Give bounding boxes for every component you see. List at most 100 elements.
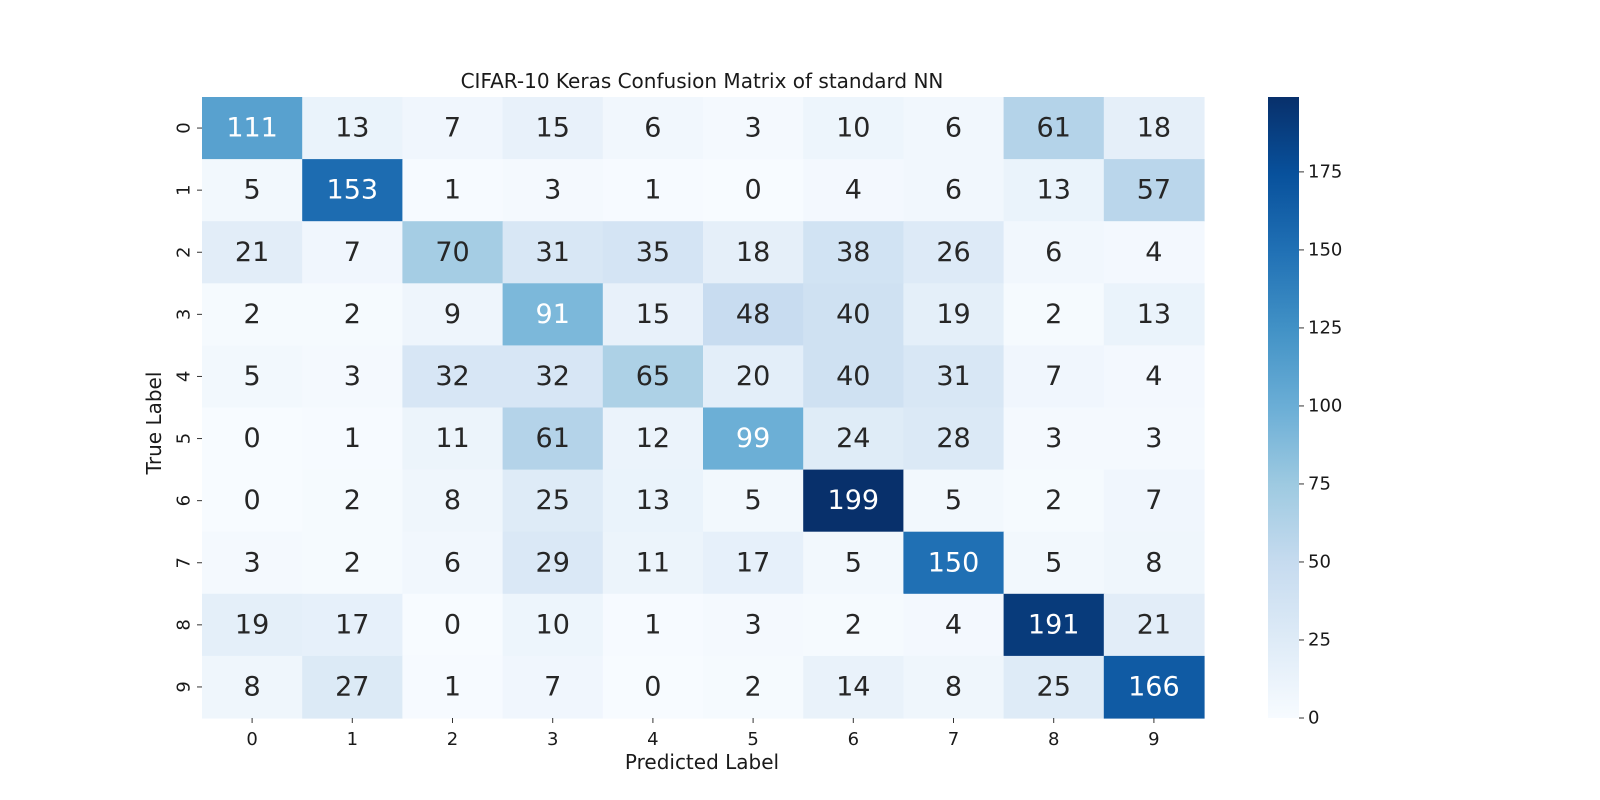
heatmap-cell-label: 10: [536, 609, 570, 640]
heatmap-cell-label: 1: [644, 175, 661, 206]
heatmap-cell-label: 3: [745, 113, 762, 144]
heatmap-cell-label: 2: [344, 299, 361, 330]
heatmap-cell: [1003, 593, 1105, 657]
heatmap-cell-label: 2: [845, 609, 862, 640]
heatmap-cell-label: 29: [536, 547, 570, 578]
heatmap-cell: [502, 97, 604, 160]
heatmap-cell-label: 18: [1137, 113, 1171, 144]
heatmap-cell: [1003, 345, 1105, 409]
heatmap-cell: [1003, 531, 1105, 595]
heatmap-cell-label: 13: [1037, 175, 1071, 206]
heatmap-cell: [803, 221, 904, 284]
heatmap-cell: [402, 655, 504, 719]
y-axis-label: True Label: [142, 372, 166, 476]
heatmap-cell: [302, 531, 403, 595]
heatmap-cell: [202, 593, 303, 657]
heatmap-cell-label: 6: [444, 547, 461, 578]
heatmap-cell-label: 7: [1145, 485, 1162, 516]
heatmap-cell-label: 2: [1045, 299, 1062, 330]
colorbar-tick-label: 175: [1308, 161, 1342, 182]
heatmap-cell-label: 4: [845, 175, 862, 206]
heatmap-cell: [1003, 159, 1105, 222]
heatmap-cell-label: 8: [945, 671, 962, 702]
heatmap-cell: [402, 221, 504, 284]
heatmap-cell-label: 0: [745, 175, 762, 206]
heatmap-cell: [703, 593, 804, 657]
heatmap-cell-label: 32: [536, 361, 570, 392]
heatmap-cell: [1003, 407, 1105, 471]
heatmap-cell: [602, 283, 704, 346]
heatmap-cell: [402, 593, 504, 657]
heatmap-cell-label: 5: [845, 547, 862, 578]
heatmap-cell-label: 15: [636, 299, 670, 330]
heatmap-cell-label: 3: [544, 175, 561, 206]
heatmap-cell: [602, 345, 704, 409]
heatmap-cell: [602, 97, 704, 160]
heatmap-cell: [1103, 469, 1205, 533]
colorbar-ticks: 0 25 50 75 100 125 150 175: [1299, 161, 1342, 729]
y-tick-label: 3: [174, 309, 195, 320]
heatmap-cell-label: 6: [945, 113, 962, 144]
heatmap-cell: [502, 159, 604, 222]
heatmap-cell: [302, 283, 403, 346]
colorbar-tick-label: 25: [1308, 629, 1331, 650]
heatmap-cell-label: 18: [736, 237, 770, 268]
heatmap-cell-label: 2: [745, 671, 762, 702]
x-tick-label: 2: [447, 729, 458, 750]
heatmap-cell-label: 1: [444, 175, 461, 206]
colorbar-tick-label: 125: [1308, 317, 1342, 338]
heatmap-cell: [302, 159, 403, 222]
heatmap-cell: [903, 469, 1005, 533]
heatmap-cell: [703, 159, 804, 222]
heatmap-cell-label: 48: [736, 299, 770, 330]
heatmap-cell: [502, 345, 604, 409]
heatmap-cell: [402, 97, 504, 160]
heatmap-cell-label: 2: [344, 485, 361, 516]
heatmap-cell-label: 6: [1045, 237, 1062, 268]
heatmap-cell: [1003, 655, 1105, 719]
heatmap-cell: [1103, 283, 1205, 346]
heatmap-cell-label: 40: [836, 299, 870, 330]
heatmap-cell: [1103, 97, 1205, 160]
heatmap-cell: [202, 283, 303, 346]
heatmap-cell-label: 150: [928, 547, 980, 578]
heatmap-cell: [402, 407, 504, 471]
heatmap-cell-label: 31: [936, 361, 970, 392]
heatmap-cell-label: 8: [244, 671, 261, 702]
x-tick-label: 7: [948, 729, 959, 750]
heatmap-cell-label: 2: [1045, 485, 1062, 516]
heatmap-cell-label: 61: [536, 423, 570, 454]
heatmap-cell-label: 6: [945, 175, 962, 206]
heatmap-cell: [1103, 407, 1205, 471]
heatmap-cell: [602, 407, 704, 471]
colorbar-tick-label: 75: [1308, 473, 1331, 494]
heatmap-cell-label: 19: [936, 299, 970, 330]
heatmap-cell-label: 1: [444, 671, 461, 702]
heatmap-cell-label: 31: [536, 237, 570, 268]
heatmap-cell: [502, 655, 604, 719]
heatmap-cell: [302, 407, 403, 471]
heatmap-cell: [803, 469, 904, 533]
heatmap-cell-label: 2: [344, 547, 361, 578]
heatmap-cell-label: 0: [644, 671, 661, 702]
heatmap-cell-label: 12: [636, 423, 670, 454]
heatmap-cell: [202, 159, 303, 222]
heatmap-cell: [703, 221, 804, 284]
heatmap-cell-label: 3: [1145, 423, 1162, 454]
heatmap-cell: [1103, 531, 1205, 595]
heatmap-cell: [602, 159, 704, 222]
heatmap-cell: [302, 655, 403, 719]
heatmap-cell-label: 15: [536, 113, 570, 144]
heatmap-cell: [502, 283, 604, 346]
heatmap-cell: [903, 159, 1005, 222]
heatmap-cell: [502, 531, 604, 595]
y-tick-label: 4: [174, 371, 195, 382]
heatmap-cell: [202, 469, 303, 533]
heatmap-cell: [302, 221, 403, 284]
heatmap-cell-label: 8: [1145, 547, 1162, 578]
heatmap-cell: [803, 531, 904, 595]
heatmap-cell: [803, 159, 904, 222]
heatmap-cell: [803, 655, 904, 719]
heatmap-cell-label: 24: [836, 423, 870, 454]
